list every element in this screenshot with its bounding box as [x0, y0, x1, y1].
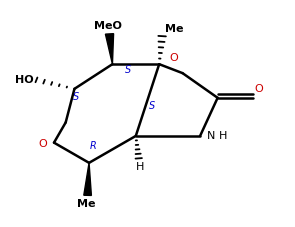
Text: O: O [38, 139, 47, 149]
Text: S: S [73, 92, 79, 102]
Text: HO: HO [15, 75, 34, 85]
Text: Me: Me [77, 199, 95, 209]
Text: Me: Me [165, 24, 183, 34]
Text: S: S [149, 101, 155, 111]
Text: R: R [90, 141, 97, 151]
Text: S: S [125, 65, 132, 75]
Polygon shape [84, 163, 91, 195]
Text: O: O [169, 53, 178, 63]
Text: O: O [254, 84, 263, 94]
Text: H: H [219, 131, 227, 141]
Text: H: H [136, 162, 144, 172]
Text: MeO: MeO [94, 21, 122, 31]
Polygon shape [105, 34, 114, 64]
Text: N: N [206, 131, 215, 141]
